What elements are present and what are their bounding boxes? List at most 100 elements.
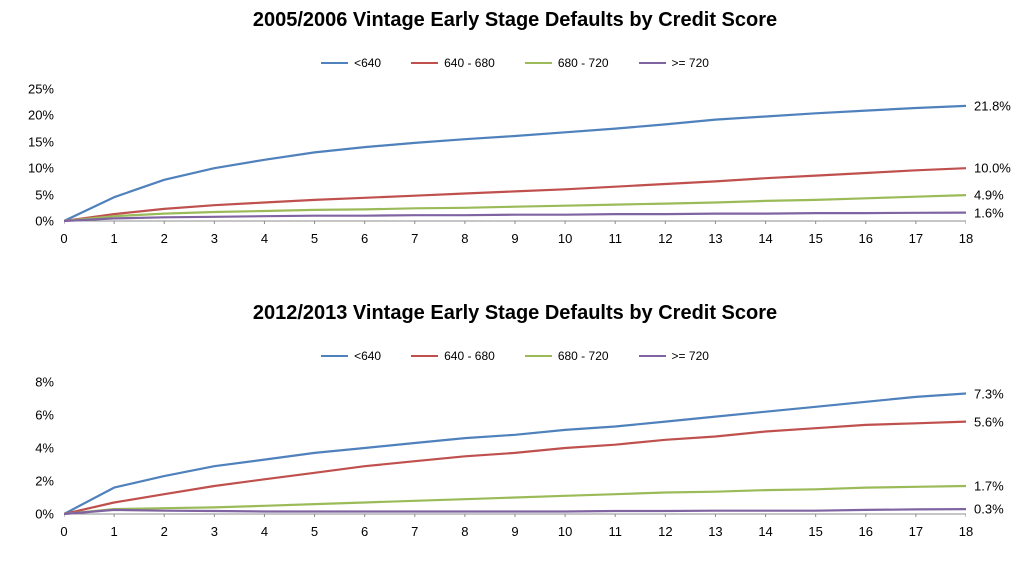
legend-line-marker [411,62,439,64]
x-tick-label: 13 [708,524,723,539]
series-line [64,484,966,516]
y-tick-label: 20% [27,107,54,123]
y-tick-label: 8% [35,374,54,390]
y-tick-label: 2% [35,473,54,489]
chart-legend: <640 640 - 680 680 - 720 >= 720 [0,56,1030,70]
legend-line-marker [638,62,666,64]
x-tick-label: 6 [361,231,369,246]
series-line [64,167,966,223]
legend-label: 640 - 680 [444,56,495,70]
legend-label: >= 720 [671,349,709,363]
legend-item: <640 [321,56,381,70]
x-tick-label: 0 [60,231,68,246]
x-tick-label: 9 [511,524,519,539]
y-tick-label: 0% [35,506,54,522]
x-tick-label: 13 [708,231,723,246]
series-line [64,420,966,516]
legend-line-marker [411,355,439,357]
legend-label: <640 [354,56,382,70]
series-end-labels: 21.8% 10.0% 4.9% 1.6% [966,86,1030,225]
line-chart-svg [64,392,966,517]
legend-item: >= 720 [638,349,709,363]
chart-title: 2012/2013 Vintage Early Stage Defaults b… [252,302,778,324]
series-line [64,104,966,223]
legend-item: 680 - 720 [524,56,609,70]
x-tick-label: 2 [160,524,168,539]
x-tick-label: 4 [260,524,269,539]
x-tick-label: 14 [758,524,773,539]
series-line [64,193,966,223]
x-tick-label: 18 [958,524,974,539]
x-tick-label: 14 [758,231,773,246]
legend-label: 640 - 680 [444,349,495,363]
plot-area [64,86,966,225]
legend-line-marker [638,355,666,357]
x-tick-label: 1 [110,231,118,246]
x-tick-label: 15 [808,231,823,246]
plot-area [64,379,966,518]
chart-2012-2013-defaults: 2012/2013 Vintage Early Stage Defaults b… [0,293,1030,542]
legend-label: 680 - 720 [557,349,609,363]
series-line [64,392,966,516]
y-tick-label: 0% [35,213,54,229]
chart-title: 2005/2006 Vintage Early Stage Defaults b… [252,9,778,31]
x-tick-label: 7 [411,524,419,539]
legend-line-marker [321,355,349,357]
legend-item: 680 - 720 [524,349,609,363]
x-tick-label: 17 [908,524,924,539]
legend-line-marker [321,62,349,64]
y-tick-label: 5% [35,187,54,203]
x-tick-label: 16 [858,231,873,246]
x-tick-label: 4 [260,231,269,246]
y-tick-label: 10% [27,160,54,176]
y-tick-label: 4% [35,440,54,456]
x-tick-label: 3 [210,524,218,539]
x-tick-label: 12 [658,524,673,539]
x-tick-label: 10 [557,524,573,539]
x-tick-label: 16 [858,524,873,539]
chart-2005-2006-defaults: 2005/2006 Vintage Early Stage Defaults b… [0,0,1030,249]
series-end-value-label: 7.3% [974,386,1004,402]
series-end-labels: 7.3% 5.6% 1.7% 0.3% [966,379,1030,518]
chart-legend: <640 640 - 680 680 - 720 >= 720 [0,349,1030,363]
x-tick-label: 3 [210,231,218,246]
x-tick-label: 17 [908,231,924,246]
series-end-value-label: 1.7% [974,478,1004,494]
x-tick-label: 8 [461,524,469,539]
legend-label: 680 - 720 [557,56,609,70]
x-tick-label: 1 [110,524,118,539]
legend-line-marker [524,62,552,64]
series-end-value-label: 0.3% [974,501,1004,517]
plot-row: 0% 5% 10% 15% 20% 25% 21.8% 10.0% 4.9% 1.6% [0,82,1030,229]
plot-row: 0% 2% 4% 6% 8% 7.3% 5.6% 1.7% 0.3% [0,375,1030,522]
x-tick-label: 8 [461,231,469,246]
x-tick-label: 11 [608,231,622,246]
series-end-value-label: 21.8% [974,98,1011,114]
x-tick-label: 2 [160,231,168,246]
series-end-value-label: 1.6% [974,205,1004,221]
y-axis-labels: 0% 2% 4% 6% 8% [0,375,64,522]
x-tick-label: 9 [511,231,519,246]
x-tick-label: 12 [658,231,673,246]
series-line [64,508,966,516]
legend-label: >= 720 [671,56,709,70]
x-axis-labels: 0 1 2 3 4 5 6 7 8 9 10 11 12 13 14 15 16 17 18 [60,231,973,249]
x-tick-label: 15 [808,524,823,539]
series-end-value-label: 4.9% [974,187,1004,203]
legend-label: <640 [354,349,382,363]
y-tick-label: 6% [35,407,54,423]
legend-item: 640 - 680 [411,349,495,363]
legend-item: >= 720 [638,56,709,70]
x-tick-label: 5 [310,524,319,539]
line-chart-svg [64,104,966,224]
legend-line-marker [524,355,552,357]
y-tick-label: 25% [27,81,54,97]
x-tick-label: 0 [60,524,68,539]
x-tick-label: 5 [310,231,319,246]
x-tick-label: 18 [958,231,974,246]
series-end-value-label: 10.0% [974,160,1011,176]
x-axis-labels: 0 1 2 3 4 5 6 7 8 9 10 11 12 13 14 15 16 17 18 [60,524,973,542]
legend-item: <640 [321,349,381,363]
x-tick-label: 11 [608,524,622,539]
x-tick-label: 7 [411,231,419,246]
